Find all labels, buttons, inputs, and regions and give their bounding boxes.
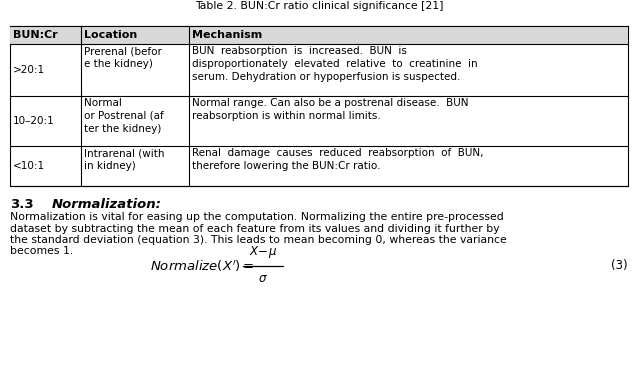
Text: Table 2. BUN:Cr ratio clinical significance [21]: Table 2. BUN:Cr ratio clinical significa… bbox=[195, 1, 444, 11]
Text: the standard deviation (equation 3). This leads to mean becoming 0, whereas the : the standard deviation (equation 3). Thi… bbox=[10, 235, 507, 245]
Bar bbox=[10, 26, 628, 44]
Text: becomes 1.: becomes 1. bbox=[10, 246, 73, 257]
Bar bbox=[10, 26, 628, 186]
Text: $\mathit{Normalize}(X') = $: $\mathit{Normalize}(X') = $ bbox=[150, 258, 254, 274]
Text: dataset by subtracting the mean of each feature from its values and dividing it : dataset by subtracting the mean of each … bbox=[10, 224, 500, 234]
Text: 10–20:1: 10–20:1 bbox=[13, 116, 55, 126]
Text: Mechanism: Mechanism bbox=[192, 30, 262, 40]
Text: BUN:Cr: BUN:Cr bbox=[13, 30, 58, 40]
Text: Normalization is vital for easing up the computation. Normalizing the entire pre: Normalization is vital for easing up the… bbox=[10, 212, 504, 222]
Text: 3.3: 3.3 bbox=[10, 198, 34, 211]
Text: Normalization:: Normalization: bbox=[52, 198, 162, 211]
Text: (3): (3) bbox=[611, 259, 628, 273]
Text: Normal
or Postrenal (af
ter the kidney): Normal or Postrenal (af ter the kidney) bbox=[84, 98, 164, 134]
Text: Intrarenal (with
in kidney): Intrarenal (with in kidney) bbox=[84, 148, 164, 171]
Text: Renal  damage  causes  reduced  reabsorption  of  BUN,
therefore lowering the BU: Renal damage causes reduced reabsorption… bbox=[192, 148, 484, 171]
Text: Normal range. Can also be a postrenal disease.  BUN
reabsorption is within norma: Normal range. Can also be a postrenal di… bbox=[192, 98, 468, 121]
Text: BUN  reabsorption  is  increased.  BUN  is
disproportionately  elevated  relativ: BUN reabsorption is increased. BUN is di… bbox=[192, 46, 478, 82]
Text: <10:1: <10:1 bbox=[13, 161, 45, 171]
Text: $X\!-\!\mu$: $X\!-\!\mu$ bbox=[249, 244, 277, 260]
Text: $\sigma$: $\sigma$ bbox=[258, 272, 268, 285]
Text: Location: Location bbox=[84, 30, 138, 40]
Text: Prerenal (befor
e the kidney): Prerenal (befor e the kidney) bbox=[84, 46, 162, 69]
Text: >20:1: >20:1 bbox=[13, 65, 45, 75]
